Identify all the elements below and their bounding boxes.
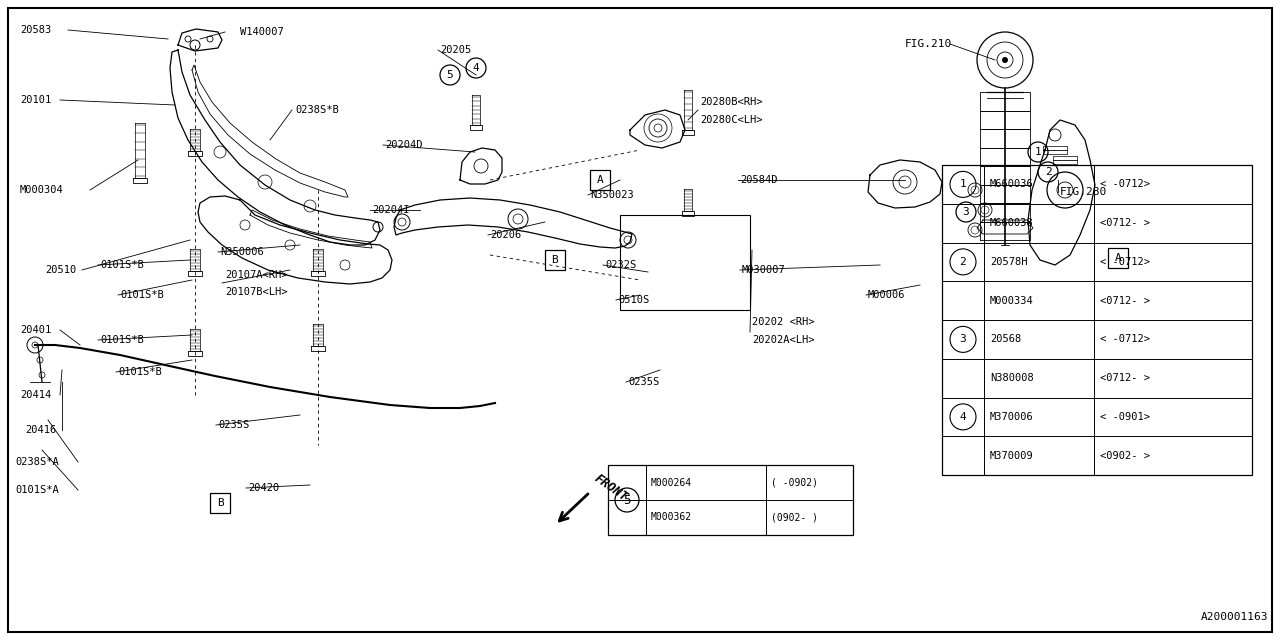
Text: 0235S: 0235S — [628, 377, 659, 387]
Text: 0238S*B: 0238S*B — [294, 105, 339, 115]
Text: 5: 5 — [623, 493, 631, 506]
Text: M370009: M370009 — [989, 451, 1034, 461]
Text: FRONT: FRONT — [591, 472, 630, 504]
Text: 20205: 20205 — [440, 45, 471, 55]
Text: 20414: 20414 — [20, 390, 51, 400]
Text: 0510S: 0510S — [618, 295, 649, 305]
Text: 1: 1 — [1034, 147, 1042, 157]
Text: < -0712>: < -0712> — [1100, 179, 1149, 189]
Text: 20202A<LH>: 20202A<LH> — [753, 335, 814, 345]
Text: 20568: 20568 — [989, 334, 1021, 344]
Text: A: A — [1115, 253, 1121, 263]
Text: 20107A<RH>: 20107A<RH> — [225, 270, 288, 280]
Text: N350023: N350023 — [590, 190, 634, 200]
Circle shape — [1002, 57, 1009, 63]
Bar — [942, 165, 1252, 475]
Text: 0101S*B: 0101S*B — [120, 290, 164, 300]
Text: 0238S*A: 0238S*A — [15, 457, 59, 467]
Text: M660036: M660036 — [989, 179, 1034, 189]
Text: <0712- >: <0712- > — [1100, 373, 1149, 383]
Text: 0101S*B: 0101S*B — [100, 260, 143, 270]
Text: < -0712>: < -0712> — [1100, 334, 1149, 344]
Text: 20583: 20583 — [20, 25, 51, 35]
Text: 0235S: 0235S — [218, 420, 250, 430]
Bar — [545, 250, 564, 270]
Text: <0712- >: <0712- > — [1100, 296, 1149, 306]
Bar — [620, 215, 750, 310]
Text: M660038: M660038 — [989, 218, 1034, 228]
Text: M000304: M000304 — [20, 185, 64, 195]
Text: 0232S: 0232S — [605, 260, 636, 270]
Text: 20204I: 20204I — [372, 205, 410, 215]
Text: M370006: M370006 — [989, 412, 1034, 422]
Text: N350006: N350006 — [220, 247, 264, 257]
Bar — [608, 465, 852, 535]
Text: 0101S*B: 0101S*B — [100, 335, 143, 345]
Text: B: B — [552, 255, 558, 265]
Text: 0101S*A: 0101S*A — [15, 485, 59, 495]
Text: N380008: N380008 — [989, 373, 1034, 383]
Text: M000362: M000362 — [652, 513, 692, 522]
Text: 20107B<LH>: 20107B<LH> — [225, 287, 288, 297]
Text: 20510: 20510 — [45, 265, 77, 275]
Text: < -0901>: < -0901> — [1100, 412, 1149, 422]
Text: W140007: W140007 — [241, 27, 284, 37]
Text: M030007: M030007 — [742, 265, 786, 275]
Text: FIG.280: FIG.280 — [1060, 187, 1107, 197]
Text: M000334: M000334 — [989, 296, 1034, 306]
Bar — [590, 170, 611, 190]
Text: 3: 3 — [960, 334, 966, 344]
Text: 1: 1 — [960, 179, 966, 189]
Bar — [1108, 248, 1128, 268]
Text: 5: 5 — [447, 70, 453, 80]
Text: 20202 <RH>: 20202 <RH> — [753, 317, 814, 327]
Text: B: B — [216, 498, 224, 508]
Text: M00006: M00006 — [868, 290, 905, 300]
Text: 20420: 20420 — [248, 483, 279, 493]
Text: 4: 4 — [960, 412, 966, 422]
Text: 20416: 20416 — [26, 425, 56, 435]
Text: 0101S*B: 0101S*B — [118, 367, 161, 377]
Text: M000264: M000264 — [652, 477, 692, 488]
Text: < -0712>: < -0712> — [1100, 257, 1149, 267]
Bar — [210, 493, 230, 513]
Text: 20280C<LH>: 20280C<LH> — [700, 115, 763, 125]
Text: 20206: 20206 — [490, 230, 521, 240]
Text: FIG.210: FIG.210 — [905, 39, 952, 49]
Text: 20401: 20401 — [20, 325, 51, 335]
Text: 20101: 20101 — [20, 95, 51, 105]
Text: 20584D: 20584D — [740, 175, 777, 185]
Text: 20280B<RH>: 20280B<RH> — [700, 97, 763, 107]
Text: ( -0902): ( -0902) — [771, 477, 818, 488]
Text: 4: 4 — [472, 63, 480, 73]
Text: 20578H: 20578H — [989, 257, 1028, 267]
Text: (0902- ): (0902- ) — [771, 513, 818, 522]
Text: <0712- >: <0712- > — [1100, 218, 1149, 228]
Text: 2: 2 — [960, 257, 966, 267]
Text: 20204D: 20204D — [385, 140, 422, 150]
Text: <0902- >: <0902- > — [1100, 451, 1149, 461]
Text: A200001163: A200001163 — [1201, 612, 1268, 622]
Text: 3: 3 — [963, 207, 969, 217]
Text: 2: 2 — [1044, 167, 1051, 177]
Text: A: A — [596, 175, 603, 185]
